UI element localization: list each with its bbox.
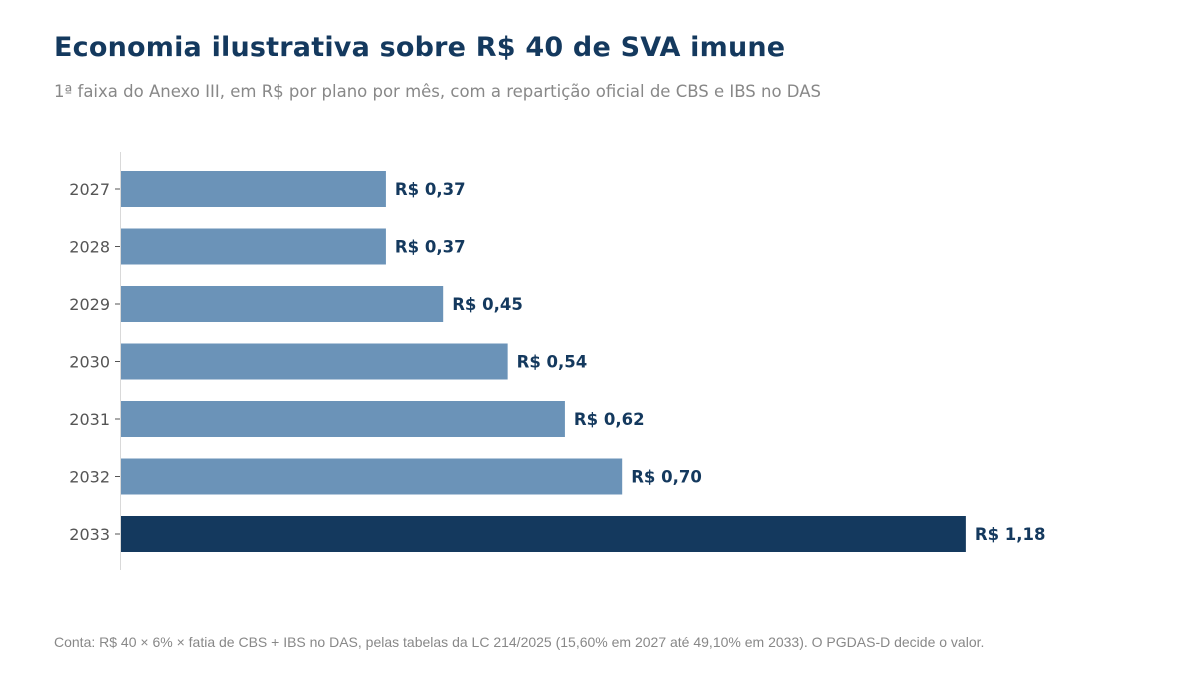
data-label-2027: R$ 0,37 bbox=[395, 180, 466, 199]
y-tick-label-2031: 2031 bbox=[69, 410, 110, 429]
y-tick-label-2028: 2028 bbox=[69, 238, 110, 257]
data-label-2031: R$ 0,62 bbox=[574, 410, 645, 429]
bar-2028 bbox=[121, 228, 386, 265]
bar-2031 bbox=[121, 401, 565, 437]
page-title: Economia ilustrativa sobre R$ 40 de SVA … bbox=[54, 32, 786, 63]
bar-2029 bbox=[121, 286, 444, 322]
bar-2033 bbox=[121, 516, 966, 552]
bar-2027 bbox=[121, 171, 386, 207]
footnote: Conta: R$ 40 × 6% × fatia de CBS + IBS n… bbox=[54, 634, 985, 650]
y-tick-label-2029: 2029 bbox=[69, 295, 110, 314]
data-label-2028: R$ 0,37 bbox=[395, 238, 466, 257]
data-label-2033: R$ 1,18 bbox=[975, 525, 1046, 544]
data-label-2029: R$ 0,45 bbox=[452, 295, 523, 314]
bar-2030 bbox=[121, 343, 508, 380]
data-label-2030: R$ 0,54 bbox=[517, 353, 588, 372]
data-label-2032: R$ 0,70 bbox=[631, 468, 702, 487]
y-tick-label-2033: 2033 bbox=[69, 525, 110, 544]
y-tick-label-2030: 2030 bbox=[69, 353, 110, 372]
bar-2032 bbox=[121, 458, 623, 495]
y-tick-label-2032: 2032 bbox=[69, 468, 110, 487]
page-subtitle: 1ª faixa do Anexo III, em R$ por plano p… bbox=[54, 82, 821, 101]
y-tick-label-2027: 2027 bbox=[69, 180, 110, 199]
